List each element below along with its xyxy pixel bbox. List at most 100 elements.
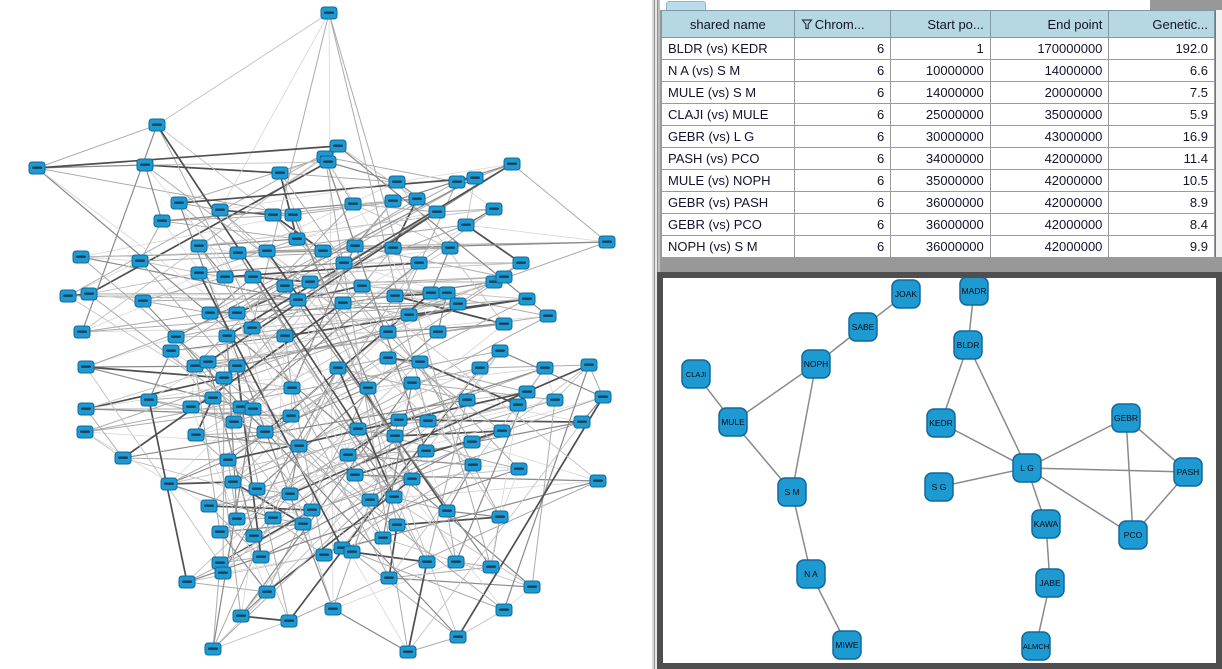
panel-splitter[interactable] <box>652 0 660 669</box>
network-node[interactable] <box>182 400 200 414</box>
network-node[interactable] <box>187 428 205 442</box>
small-network-node[interactable]: JABE <box>1035 568 1065 598</box>
small-network-node[interactable]: MULE <box>718 407 748 437</box>
table-row[interactable]: NOPH (vs) S M 6 36000000 42000000 9.9 <box>661 235 1215 258</box>
network-node[interactable] <box>258 244 276 258</box>
network-node[interactable] <box>343 545 361 559</box>
small-network-node[interactable]: JOAK <box>891 279 921 309</box>
network-node[interactable] <box>518 385 536 399</box>
network-node[interactable] <box>214 566 232 580</box>
column-header-end-point[interactable]: End point <box>989 10 1110 38</box>
network-node[interactable] <box>211 556 229 570</box>
column-header-shared-name[interactable]: shared name <box>661 10 795 38</box>
network-node[interactable] <box>512 256 530 270</box>
network-node[interactable] <box>400 308 418 322</box>
network-node[interactable] <box>201 306 219 320</box>
network-node[interactable] <box>361 493 379 507</box>
network-node[interactable] <box>410 256 428 270</box>
network-node[interactable] <box>314 244 332 258</box>
column-header-chromosome[interactable]: Chrom... <box>793 10 892 38</box>
network-node[interactable] <box>344 197 362 211</box>
network-node[interactable] <box>283 381 301 395</box>
network-node[interactable] <box>228 359 246 373</box>
small-network-node[interactable]: L G <box>1012 453 1042 483</box>
network-node[interactable] <box>580 358 598 372</box>
table-row[interactable]: MULE (vs) NOPH 6 35000000 42000000 10.5 <box>661 169 1215 192</box>
network-node[interactable] <box>288 232 306 246</box>
network-node[interactable] <box>422 286 440 300</box>
network-node[interactable] <box>403 472 421 486</box>
network-node[interactable] <box>324 602 342 616</box>
network-node[interactable] <box>290 439 308 453</box>
network-node[interactable] <box>216 270 234 284</box>
network-node[interactable] <box>411 355 429 369</box>
small-network-node[interactable]: KEDR <box>926 408 956 438</box>
network-node[interactable] <box>219 453 237 467</box>
network-node[interactable] <box>72 250 90 264</box>
network-node[interactable] <box>438 504 456 518</box>
network-node[interactable] <box>386 429 404 443</box>
network-node[interactable] <box>339 448 357 462</box>
network-node[interactable] <box>204 391 222 405</box>
network-node[interactable] <box>282 409 300 423</box>
network-node[interactable] <box>114 451 132 465</box>
small-network-node[interactable]: KAWA <box>1031 509 1061 539</box>
network-node[interactable] <box>417 444 435 458</box>
network-node[interactable] <box>264 511 282 525</box>
table-row[interactable]: N A (vs) S M 6 10000000 14000000 6.6 <box>661 59 1215 82</box>
network-node[interactable] <box>258 585 276 599</box>
network-node[interactable] <box>77 360 95 374</box>
network-node[interactable] <box>464 458 482 472</box>
small-network-node[interactable]: PASH <box>1173 457 1203 487</box>
network-node[interactable] <box>335 256 353 270</box>
table-row[interactable]: GEBR (vs) PCO 6 36000000 42000000 8.4 <box>661 213 1215 236</box>
network-node[interactable] <box>457 218 475 232</box>
network-node[interactable] <box>140 393 158 407</box>
network-node[interactable] <box>491 344 509 358</box>
table-row[interactable]: CLAJI (vs) MULE 6 25000000 35000000 5.9 <box>661 103 1215 126</box>
small-network-node[interactable]: ALMCH <box>1021 631 1051 661</box>
network-node[interactable] <box>199 355 217 369</box>
small-network-canvas[interactable]: JOAK MADR SABE BLDR NOPH CLAJI GEBR MULE KEDR L G… <box>663 278 1216 663</box>
network-node[interactable] <box>264 208 282 222</box>
network-node[interactable] <box>334 296 352 310</box>
small-network-node[interactable]: MADR <box>959 278 989 306</box>
network-node[interactable] <box>408 192 426 206</box>
network-node[interactable] <box>244 270 262 284</box>
network-node[interactable] <box>200 499 218 513</box>
network-node[interactable] <box>280 614 298 628</box>
network-node[interactable] <box>315 548 333 562</box>
network-node[interactable] <box>379 351 397 365</box>
network-node[interactable] <box>438 286 456 300</box>
network-node[interactable] <box>385 490 403 504</box>
network-node[interactable] <box>390 413 408 427</box>
network-node[interactable] <box>388 518 406 532</box>
network-node[interactable] <box>495 270 513 284</box>
network-node[interactable] <box>59 289 77 303</box>
network-node[interactable] <box>523 580 541 594</box>
small-network-node[interactable]: S M <box>777 477 807 507</box>
network-node[interactable] <box>76 425 94 439</box>
network-node[interactable] <box>281 487 299 501</box>
small-network-node[interactable]: PCO <box>1118 520 1148 550</box>
table-row[interactable]: GEBR (vs) L G 6 30000000 43000000 16.9 <box>661 125 1215 148</box>
network-node[interactable] <box>359 381 377 395</box>
network-node[interactable] <box>510 462 528 476</box>
network-node[interactable] <box>252 550 270 564</box>
network-node[interactable] <box>403 376 421 390</box>
network-node[interactable] <box>447 555 465 569</box>
network-node[interactable] <box>319 155 337 169</box>
network-node[interactable] <box>379 325 397 339</box>
network-node[interactable] <box>536 361 554 375</box>
network-node[interactable] <box>509 398 527 412</box>
network-node[interactable] <box>167 330 185 344</box>
network-node[interactable] <box>244 402 262 416</box>
network-node[interactable] <box>232 609 250 623</box>
small-network-node[interactable]: MIWE <box>832 630 862 660</box>
network-node[interactable] <box>320 6 338 20</box>
network-node[interactable] <box>153 214 171 228</box>
network-node[interactable] <box>134 294 152 308</box>
network-node[interactable] <box>471 361 489 375</box>
network-node[interactable] <box>419 414 437 428</box>
network-node[interactable] <box>418 555 436 569</box>
